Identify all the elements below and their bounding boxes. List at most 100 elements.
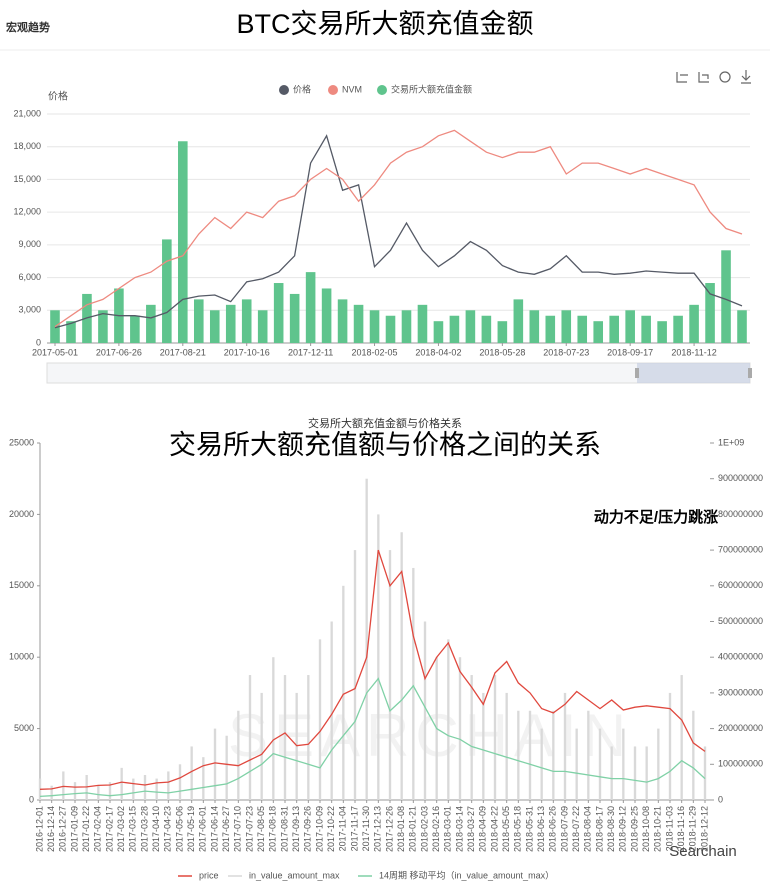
- y2-tick-label: 200000000: [718, 723, 763, 733]
- x-tick-label: 2017-06-26: [96, 347, 142, 357]
- zoom-handle[interactable]: [748, 368, 752, 378]
- x-tick-label: 2018-09-17: [607, 347, 653, 357]
- bar: [209, 310, 220, 343]
- legend-label[interactable]: in_value_amount_max: [249, 870, 340, 880]
- y-tick-label: 20000: [9, 509, 34, 519]
- y-tick-label: 6,000: [18, 272, 41, 282]
- x-tick-label: 2018-02-05: [352, 347, 398, 357]
- bar: [365, 478, 368, 800]
- x-tick-label: 2016-12-01: [34, 806, 44, 852]
- bar: [689, 304, 699, 343]
- x-tick-label: 2017-12-26: [384, 806, 394, 852]
- x-tick-label: 2018-12-12: [699, 806, 709, 852]
- y-tick-label: 15,000: [13, 174, 41, 184]
- bar: [318, 639, 322, 800]
- y2-tick-label: 600000000: [718, 580, 763, 590]
- x-tick-label: 2017-10-09: [314, 806, 324, 852]
- bar: [401, 310, 412, 343]
- chart-title: 交易所大额充值金额与价格关系: [308, 416, 462, 430]
- bar: [517, 710, 520, 800]
- page-title: BTC交易所大额充值金额: [237, 9, 534, 39]
- annotation: 动力不足/压力跳涨: [594, 508, 718, 526]
- x-tick-label: 2017-08-05: [256, 806, 266, 852]
- x-tick-label: 2017-12-13: [373, 806, 383, 852]
- bar: [625, 310, 635, 343]
- bar: [342, 585, 345, 800]
- data-zoom: [46, 362, 752, 384]
- bar: [213, 728, 217, 800]
- bar: [62, 771, 65, 800]
- bar: [563, 692, 567, 800]
- x-tick-label: 2017-05-19: [186, 806, 196, 852]
- bar: [645, 746, 648, 800]
- x-tick-label: 2017-02-17: [104, 806, 114, 852]
- x-tick-label: 2018-08-04: [583, 806, 593, 852]
- bar: [680, 675, 683, 800]
- y2-tick-label: 500000000: [718, 616, 763, 626]
- zoom-window[interactable]: [637, 363, 750, 383]
- x-tick-label: 2017-02-04: [93, 806, 103, 852]
- bar: [190, 746, 193, 800]
- save-icon[interactable]: [741, 70, 751, 84]
- legend-label[interactable]: price: [199, 870, 219, 880]
- y-tick-label: 21,000: [13, 108, 41, 118]
- legend-label[interactable]: 14周期 移动平均（in_value_amount_max）: [379, 869, 554, 880]
- bar: [641, 315, 651, 343]
- bar: [449, 315, 460, 343]
- x-tick-label: 2018-02-16: [431, 806, 441, 852]
- y2-tick-label: 100000000: [718, 759, 763, 769]
- chart: 0 3,000 6,000 9,000 12,000 15,000 18,000 21,000…: [13, 83, 750, 357]
- x-tick-label: 2017-01-22: [81, 806, 91, 852]
- x-tick-label: 2017-05-01: [32, 347, 78, 357]
- toolbar: [676, 70, 751, 84]
- bar: [260, 692, 263, 800]
- bar: [241, 299, 252, 343]
- bar: [622, 728, 625, 800]
- x-tick-label: 2018-04-22: [489, 806, 499, 852]
- bar: [98, 310, 108, 343]
- y-tick-label: 9,000: [18, 239, 41, 249]
- bar: [237, 710, 240, 800]
- x-tick-label: 2017-03-28: [139, 806, 149, 852]
- bar: [225, 304, 236, 343]
- x-tick-label: 2018-07-23: [543, 347, 589, 357]
- bar: [561, 310, 572, 343]
- legend-marker: [328, 85, 338, 95]
- x-tick-label: 2018-09-12: [618, 806, 628, 852]
- y2-tick-label: 1E+09: [718, 437, 744, 447]
- bar: [513, 299, 524, 343]
- x-tick-label: 2018-06-26: [548, 806, 558, 852]
- bar: [545, 315, 556, 343]
- bar: [610, 746, 613, 800]
- zoom-icon[interactable]: [676, 72, 688, 83]
- legend-label[interactable]: NVM: [342, 84, 362, 94]
- x-tick-label: 2017-03-02: [116, 806, 126, 852]
- y2-tick-label: 400000000: [718, 652, 763, 662]
- bar: [528, 710, 532, 800]
- zoom-reset-icon[interactable]: [698, 72, 709, 83]
- y-tick-label: 15000: [9, 580, 34, 590]
- bar: [481, 315, 492, 343]
- zoom-handle[interactable]: [635, 368, 639, 378]
- x-tick-label: 2017-07-10: [233, 806, 243, 852]
- legend-label[interactable]: 交易所大额充值金额: [391, 83, 472, 94]
- bar: [155, 778, 158, 800]
- overlay-title: 交易所大额充值额与价格之间的关系: [169, 430, 601, 460]
- bar: [497, 321, 508, 343]
- bar: [283, 675, 287, 800]
- x-tick-label: 2018-05-31: [524, 806, 534, 852]
- bar: [108, 782, 112, 800]
- x-tick-label: 2018-11-03: [664, 806, 674, 851]
- restore-icon[interactable]: [719, 71, 731, 83]
- x-tick-label: 2018-04-09: [478, 806, 488, 852]
- bar: [377, 514, 380, 800]
- bar: [289, 293, 300, 343]
- x-tick-label: 2018-10-08: [641, 806, 651, 852]
- legend-marker: [377, 85, 387, 95]
- y2-tick-label: 300000000: [718, 687, 763, 697]
- x-tick-label: 2017-03-15: [128, 806, 138, 852]
- legend-label[interactable]: 价格: [293, 83, 311, 94]
- bar: [447, 639, 450, 800]
- x-tick-label: 2018-04-02: [415, 347, 461, 357]
- x-tick-label: 2017-05-06: [174, 806, 184, 852]
